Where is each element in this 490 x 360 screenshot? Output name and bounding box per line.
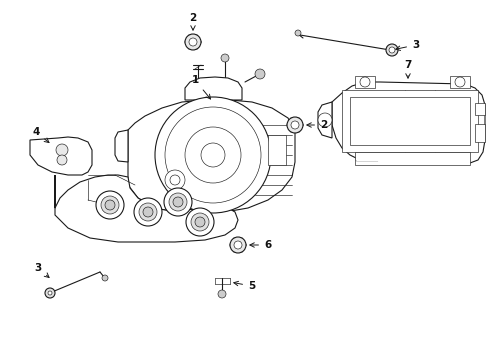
Polygon shape bbox=[115, 130, 128, 162]
Circle shape bbox=[287, 117, 303, 133]
Circle shape bbox=[234, 241, 242, 249]
Circle shape bbox=[155, 97, 271, 213]
Bar bbox=[450, 76, 470, 88]
Bar bbox=[355, 76, 375, 88]
Circle shape bbox=[105, 200, 115, 210]
Circle shape bbox=[165, 170, 185, 190]
Circle shape bbox=[186, 208, 214, 236]
Circle shape bbox=[139, 203, 157, 221]
Text: 2: 2 bbox=[307, 120, 327, 130]
Polygon shape bbox=[318, 102, 332, 138]
Circle shape bbox=[455, 77, 465, 87]
Circle shape bbox=[143, 207, 153, 217]
Bar bbox=[268, 135, 286, 165]
Text: 2: 2 bbox=[189, 13, 196, 30]
Text: 1: 1 bbox=[192, 75, 211, 99]
Circle shape bbox=[386, 44, 398, 56]
Circle shape bbox=[189, 38, 197, 46]
Text: L___________: L___________ bbox=[355, 157, 379, 161]
Circle shape bbox=[195, 217, 205, 227]
Circle shape bbox=[134, 198, 162, 226]
Polygon shape bbox=[30, 137, 92, 175]
Circle shape bbox=[255, 69, 265, 79]
Circle shape bbox=[221, 54, 229, 62]
Text: 6: 6 bbox=[250, 240, 271, 250]
Circle shape bbox=[295, 30, 301, 36]
Circle shape bbox=[318, 113, 332, 127]
Circle shape bbox=[218, 290, 226, 298]
Bar bbox=[342, 90, 478, 152]
Circle shape bbox=[57, 155, 67, 165]
Circle shape bbox=[185, 127, 241, 183]
Circle shape bbox=[169, 193, 187, 211]
Circle shape bbox=[56, 144, 68, 156]
Text: 3: 3 bbox=[396, 40, 419, 50]
Circle shape bbox=[101, 196, 119, 214]
Circle shape bbox=[164, 188, 192, 216]
Bar bbox=[355, 152, 470, 165]
Text: 3: 3 bbox=[34, 263, 49, 278]
Circle shape bbox=[165, 107, 261, 203]
Circle shape bbox=[96, 191, 124, 219]
Circle shape bbox=[170, 175, 180, 185]
Text: 5: 5 bbox=[234, 281, 255, 291]
Circle shape bbox=[291, 121, 299, 129]
Circle shape bbox=[185, 34, 201, 50]
Circle shape bbox=[102, 275, 108, 281]
Polygon shape bbox=[55, 175, 238, 242]
Polygon shape bbox=[185, 77, 242, 100]
Circle shape bbox=[173, 197, 183, 207]
Polygon shape bbox=[128, 100, 295, 213]
Circle shape bbox=[45, 288, 55, 298]
Circle shape bbox=[191, 213, 209, 231]
Text: 4: 4 bbox=[32, 127, 49, 143]
Bar bbox=[475, 124, 485, 142]
Circle shape bbox=[201, 143, 225, 167]
Bar bbox=[350, 97, 470, 145]
Polygon shape bbox=[332, 82, 485, 163]
Bar bbox=[475, 103, 485, 115]
Text: 7: 7 bbox=[404, 60, 412, 78]
Circle shape bbox=[230, 237, 246, 253]
Circle shape bbox=[389, 47, 395, 53]
Circle shape bbox=[48, 291, 52, 295]
Circle shape bbox=[360, 77, 370, 87]
